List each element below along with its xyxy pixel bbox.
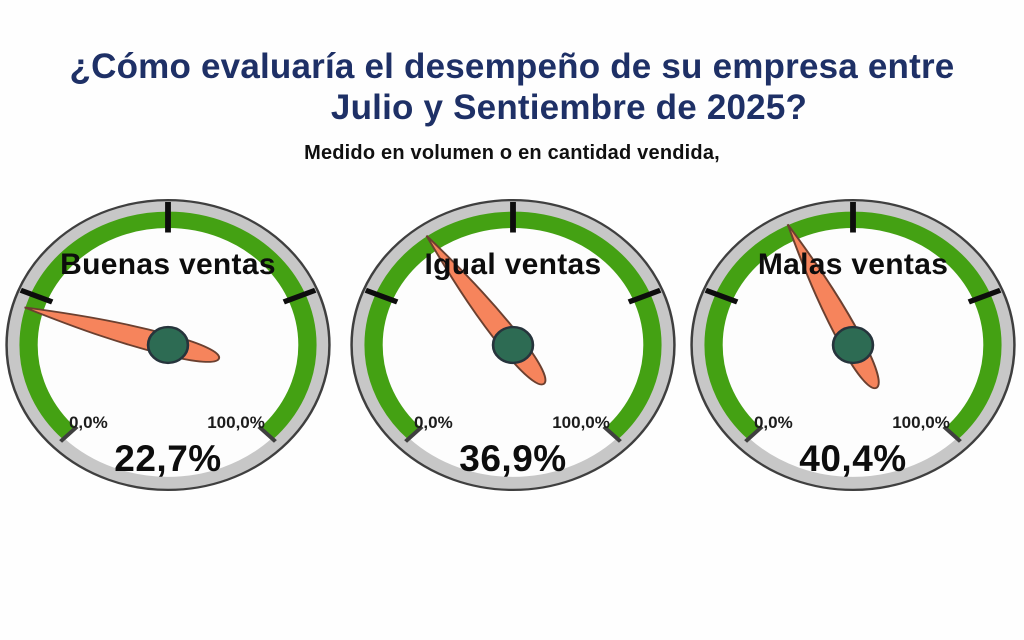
gauge-dial-icon bbox=[5, 198, 331, 492]
gauge-dial-icon bbox=[690, 198, 1016, 492]
chart-subtitle: Medido en volumen o en cantidad vendida, bbox=[304, 142, 720, 164]
gauge-min-label: 0,0% bbox=[413, 413, 453, 432]
chart-title: ¿Cómo evaluaría el desempeño de su empre… bbox=[10, 46, 1014, 129]
gauge-buenas-ventas: Buenas ventas 0,0% 100,0% 22,7% bbox=[2, 196, 334, 494]
gauge-label: Malas ventas bbox=[757, 248, 949, 281]
gauge-max-label: 100,0% bbox=[552, 413, 610, 432]
gauge-dial-icon bbox=[350, 198, 676, 492]
gauge-value: 36,9% bbox=[459, 438, 567, 479]
title-line-1: ¿Cómo evaluaría el desempeño de su empre… bbox=[69, 47, 955, 86]
gauge-malas-ventas: Malas ventas 0,0% 100,0% 40,4% bbox=[687, 196, 1019, 494]
gauge-max-label: 100,0% bbox=[892, 413, 950, 432]
gauge-label: Buenas ventas bbox=[60, 248, 276, 281]
gauge-igual-ventas: Igual ventas 0,0% 100,0% 36,9% bbox=[347, 196, 679, 494]
gauge-min-label: 0,0% bbox=[753, 413, 793, 432]
gauge-label: Igual ventas bbox=[424, 248, 602, 281]
gauge-value: 40,4% bbox=[799, 438, 907, 479]
title-line-2: Julio y Sentiembre de 2025? bbox=[330, 88, 808, 128]
gauge-min-label: 0,0% bbox=[68, 413, 108, 432]
gauge-max-label: 100,0% bbox=[207, 413, 265, 432]
gauge-value: 22,7% bbox=[114, 438, 222, 479]
